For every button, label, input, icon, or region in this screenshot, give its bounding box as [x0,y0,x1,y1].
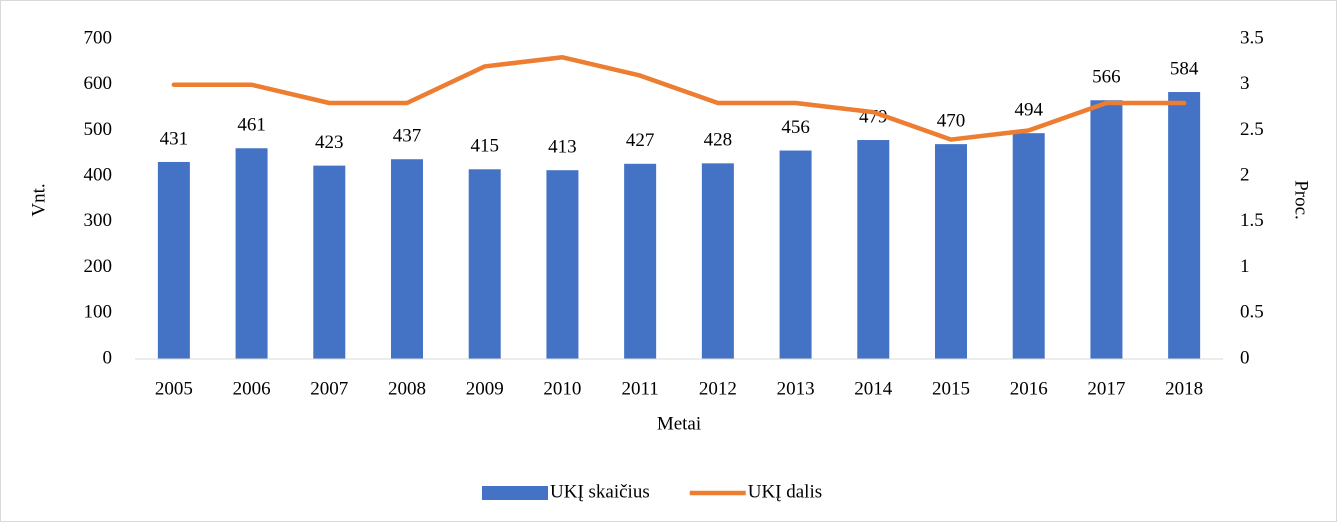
data-label: 431 [160,128,189,149]
x-tick-label: 2010 [543,378,581,399]
data-label: 584 [1170,58,1199,79]
x-tick-label: 2011 [621,378,658,399]
bar [468,169,501,359]
bar [779,150,812,359]
y2-tick-label: 0 [1240,347,1250,368]
y-tick-label: 400 [84,165,113,186]
y2-tick-label: 3.5 [1240,27,1264,48]
x-tick-label: 2012 [699,378,737,399]
y-tick-label: 100 [84,302,113,323]
y2-tick-label: 1 [1240,256,1250,277]
bar [391,159,423,359]
legend-label: UKĮ skaičius [550,481,650,502]
x-tick-label: 2018 [1165,378,1203,399]
data-label: 423 [315,132,344,153]
x-tick-label: 2005 [155,378,193,399]
x-tick-label: 2009 [466,378,504,399]
bar [1012,133,1045,359]
data-label: 494 [1014,100,1043,121]
bar [1168,92,1201,360]
legend-label: UKĮ dalis [748,481,822,502]
data-label: 456 [781,117,810,138]
y-tick-label: 0 [103,347,113,368]
y2-tick-label: 2.5 [1240,119,1264,140]
bar [935,144,967,359]
y2-axis-label: Proc. [1291,180,1312,220]
bar [546,170,579,359]
data-label: 461 [237,115,266,136]
y-axis-label: Vnt. [28,183,49,216]
data-label: 427 [626,130,655,151]
x-tick-label: 2016 [1010,378,1048,399]
x-axis-label: Metai [657,413,701,434]
y-tick-label: 700 [84,27,113,48]
data-label: 415 [470,136,499,157]
y2-tick-label: 1.5 [1240,210,1264,231]
data-label: 437 [393,126,422,147]
data-label: 428 [704,130,733,151]
y-tick-label: 600 [84,73,113,94]
y2-tick-label: 3 [1240,73,1250,94]
x-tick-label: 2013 [777,378,815,399]
x-tick-label: 2007 [310,378,348,399]
x-tick-label: 2017 [1087,378,1125,399]
y2-tick-label: 0.5 [1240,302,1264,323]
data-label: 566 [1092,67,1121,88]
line [171,55,1187,142]
bar [235,148,268,359]
legend-swatch [482,486,548,500]
x-tick-label: 2014 [854,378,893,399]
data-label: 413 [548,137,577,158]
x-tick-label: 2008 [388,378,426,399]
y2-tick-label: 2 [1240,165,1250,186]
bar [857,140,890,359]
bar [313,165,346,359]
y-tick-label: 300 [84,210,113,231]
x-tick-label: 2006 [233,378,271,399]
bar [624,163,657,359]
bar [157,161,190,359]
data-label: 470 [937,111,966,132]
y-tick-label: 200 [84,256,113,277]
y-tick-label: 500 [84,119,113,140]
bar [1090,100,1123,359]
x-tick-label: 2015 [932,378,970,399]
bar [701,163,734,359]
